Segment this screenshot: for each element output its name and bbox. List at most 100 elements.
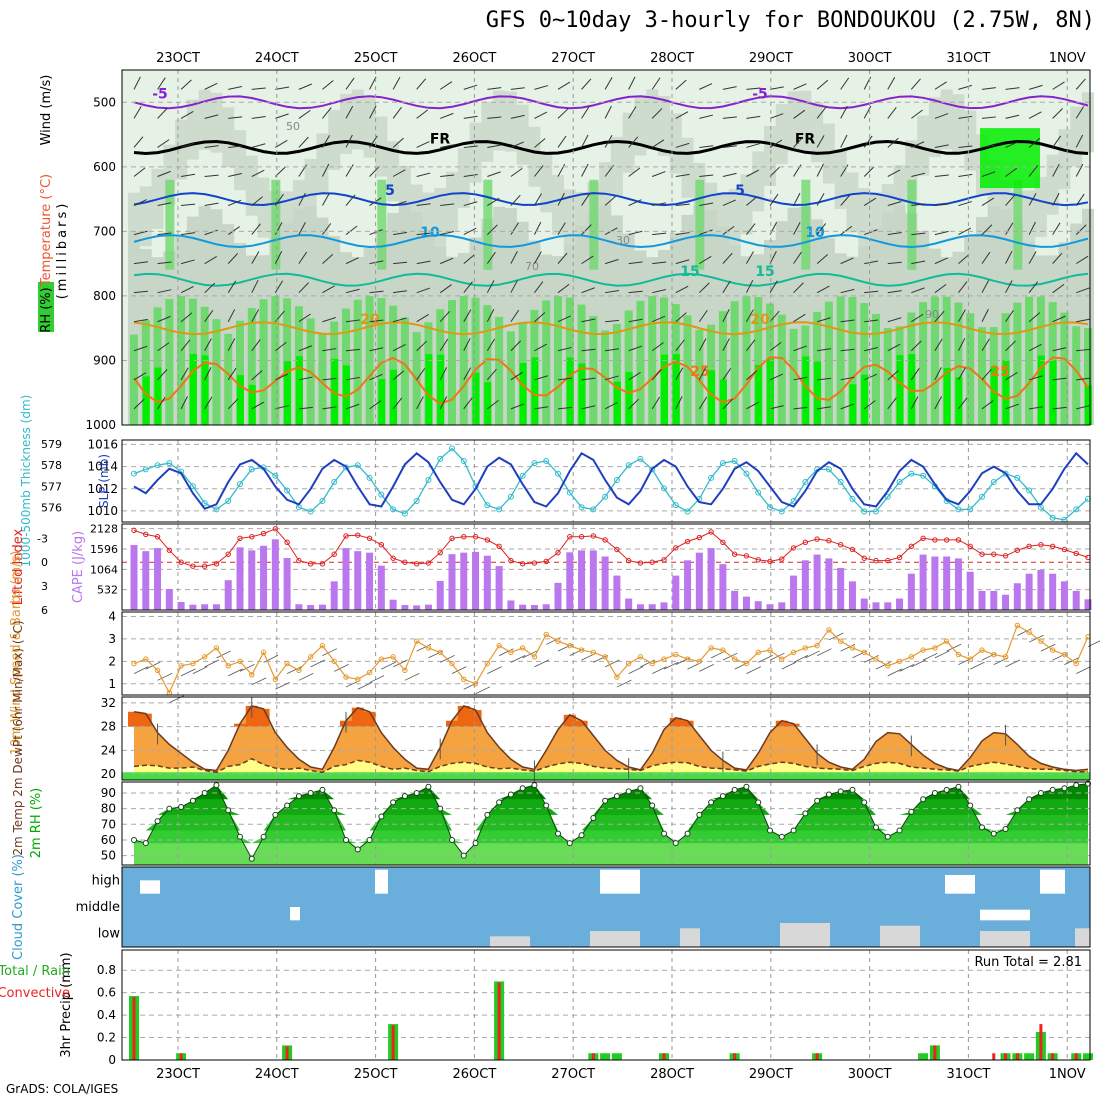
rh2m-point [861,799,868,806]
wind10-point [272,676,279,682]
rh-green-cell [636,300,645,425]
cape-bar [495,566,503,610]
pressure-tick-label: 1000 [85,418,116,432]
wind-barb [817,348,832,352]
wind10-barb [616,679,632,688]
rh-mid-cell [328,109,341,170]
cape-bar [189,604,197,610]
rh-bright-cell [248,384,256,425]
thickness-point [366,474,373,481]
wind-barb [605,348,620,352]
wind10-point [402,667,408,674]
wind10-point [708,645,714,651]
wind-barb [557,346,572,352]
wind-barb [204,174,219,177]
wind-barb [416,396,424,410]
li-point [496,543,502,549]
wind-barb [769,250,777,264]
date-label-bottom: 1NOV [1049,1067,1086,1082]
wind-barb [440,174,455,177]
wind-barb [1028,111,1042,119]
wind10-barb [746,666,762,674]
wind-barb [957,338,966,351]
wind-barb [487,87,502,90]
rh-green-cell [789,328,798,425]
wind-barb [416,340,428,352]
wind-barb [958,201,973,207]
wind10-point [249,672,255,678]
cape-bar [731,590,739,610]
wind-barb [934,203,949,207]
wind-barb [157,107,168,119]
thickness-point [896,479,903,486]
rh2m-point [649,802,656,809]
rh-green-cell [165,179,175,270]
t2m-tick-label: 28 [101,720,116,734]
li-point [932,537,938,543]
wind-barb [463,201,478,207]
wind10-point [1026,629,1032,635]
wind-barb [534,111,548,119]
rh-green-cell [860,303,869,425]
cape-tick-label: 2128 [90,523,118,536]
wind-barb [1052,192,1060,206]
cape-bar [778,602,786,610]
wind-barb [581,287,595,294]
wind-barb [1028,193,1037,206]
wind-barb [698,309,708,323]
wind10-barb [392,659,408,668]
wind-barb [581,163,589,177]
rh-mid-cell [504,91,517,152]
wind-barb [557,163,566,177]
rh2m-point [166,805,173,812]
rh-green-cell [506,331,515,425]
wind-barb [817,406,832,410]
li-point [814,536,820,542]
wind-barb [699,202,714,207]
rh2m-point [248,855,255,862]
li-point [213,561,220,567]
wind-barb [769,193,779,206]
rh-mid-cell [964,110,977,171]
wind10-point [213,645,220,651]
rh2m-point [755,799,762,806]
wind-barb [628,106,637,119]
li-point [272,526,279,532]
slp-tick-label: 1016 [87,437,118,451]
rh-green-cell [1025,296,1034,425]
t2m-peak-fill [351,707,364,727]
wind-barb [816,163,824,177]
wind-barb [251,223,261,235]
wind-barb [911,141,925,148]
wind-barb [534,312,546,323]
wind-barb [628,318,643,323]
rh-green-cell [836,296,845,425]
cloud-row-label: low [98,927,121,942]
rh-green-cell [389,305,398,425]
li-point [555,549,561,556]
thickness-point [566,489,573,496]
wind-barb [392,200,407,207]
rh2m-tick-label: 50 [101,849,116,863]
wind-barb [698,396,708,410]
wind10-point [1073,660,1079,667]
rh2m-point [154,818,161,825]
wind10-point [425,645,432,651]
rh-mid-cell [316,133,329,194]
wind-barb [463,338,471,351]
wind10-point [955,651,962,658]
wind-barb [1052,81,1065,90]
thickness-point [555,470,561,477]
wind-barb [793,282,804,294]
wind10-barb [228,668,243,677]
li-axis-title: Lifted Index [11,528,26,605]
wind-barb [699,114,714,119]
wind-barb [345,164,354,177]
rh-bright-cell [189,354,197,425]
panel-frame-wind [121,611,1091,696]
wind-barb [698,282,710,294]
precip-axis-title: 3hr Precip (mm) [59,952,74,1057]
rh-green-cell [801,179,811,270]
cloud-axis-title: Cloud Cover (%) [11,854,26,960]
rh-bright-cell [519,363,527,425]
